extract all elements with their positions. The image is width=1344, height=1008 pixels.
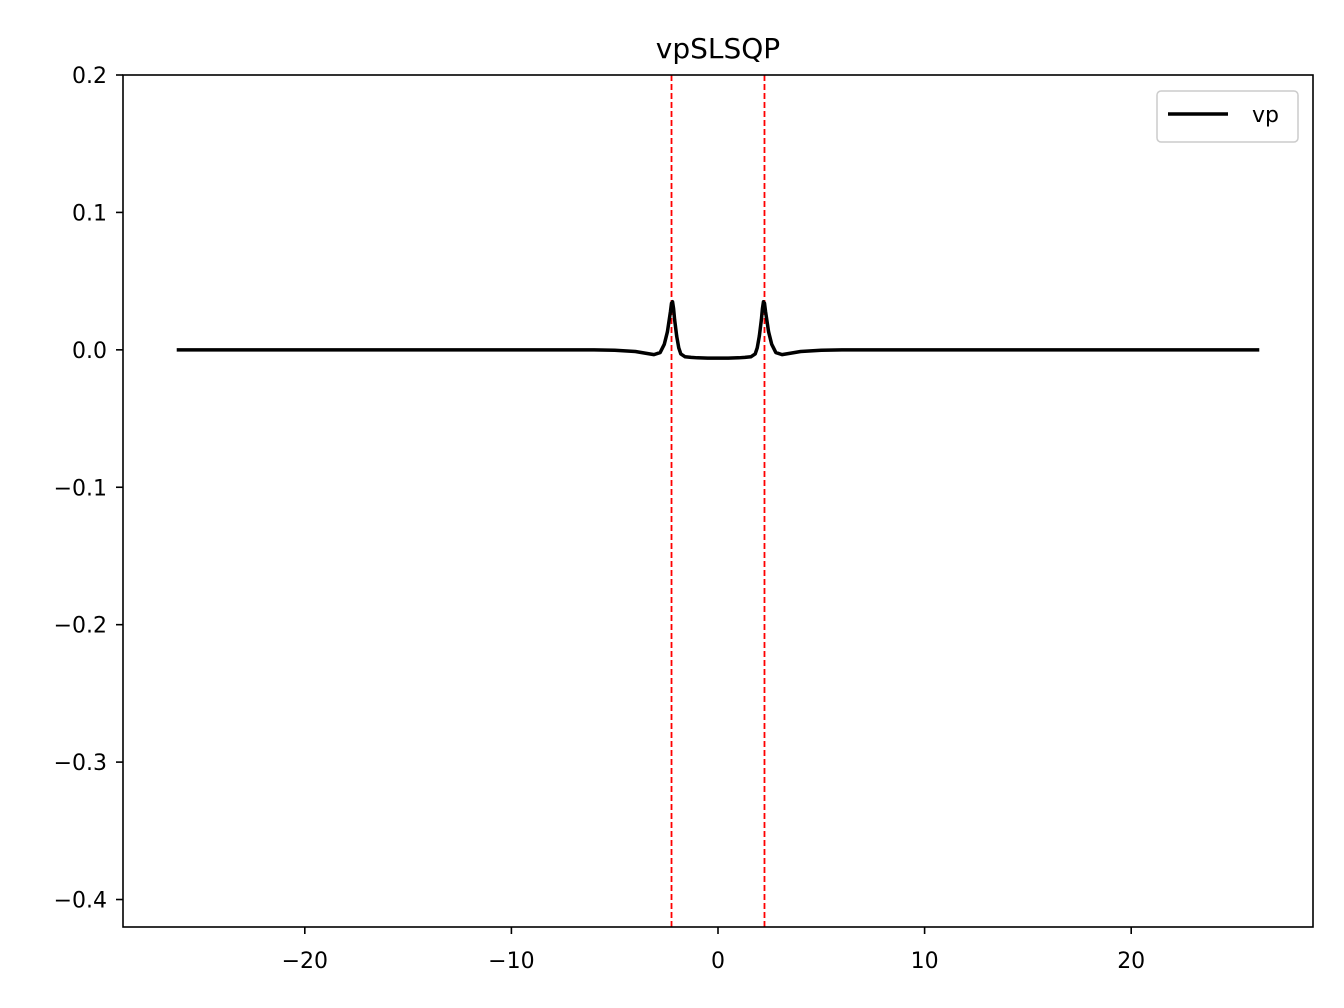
series-line-vp xyxy=(176,299,1260,360)
y-tick-label: 0.0 xyxy=(72,339,107,364)
y-tick-label: 0.2 xyxy=(72,64,107,89)
axes-frame xyxy=(122,74,1314,928)
y-tick-label: −0.2 xyxy=(54,614,107,639)
x-tick-label: 20 xyxy=(1117,949,1145,974)
y-tick-label: −0.1 xyxy=(54,476,107,501)
x-tick-label: −20 xyxy=(282,949,328,974)
x-tick-label: −10 xyxy=(488,949,534,974)
legend-label-vp: vp xyxy=(1252,103,1279,128)
y-tick-label: −0.3 xyxy=(54,751,107,776)
y-tick-label: −0.4 xyxy=(54,889,107,914)
chart-title: vpSLSQP xyxy=(656,32,780,65)
axes: −20 −10 0 10 20 0.2 0.1 0.0 −0.1 −0.2 −0.3 −0.4 xyxy=(54,64,1314,974)
x-tick-label: 10 xyxy=(911,949,939,974)
x-tick-label: 0 xyxy=(711,949,725,974)
legend: vp xyxy=(1156,90,1299,143)
legend-box xyxy=(1156,90,1299,143)
y-tick-label: 0.1 xyxy=(72,201,107,226)
plot-area xyxy=(176,75,1260,927)
